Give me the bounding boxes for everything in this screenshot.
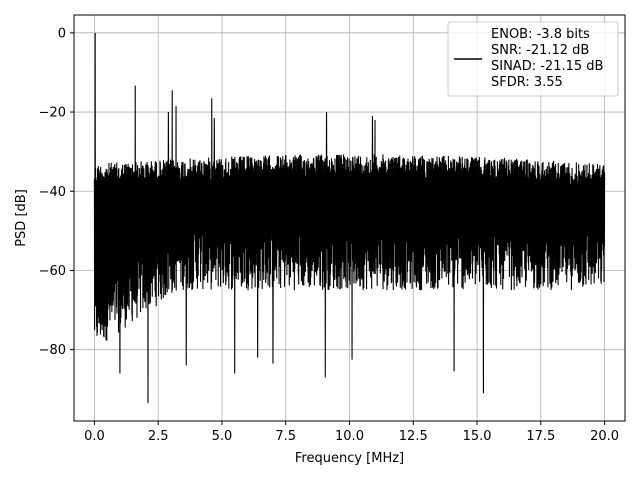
x-tick-label: 2.5: [148, 429, 169, 444]
x-tick-label: 12.5: [399, 429, 428, 444]
x-tick-label: 10.0: [335, 429, 364, 444]
y-tick-label: −80: [39, 343, 66, 358]
y-tick-label: 0: [58, 26, 66, 41]
y-tick-label: −20: [39, 106, 66, 121]
y-tick-label: −40: [39, 185, 66, 200]
legend: ENOB: -3.8 bits SNR: -21.12 dB SINAD: -2…: [447, 21, 619, 97]
y-tick-label: −60: [39, 264, 66, 279]
x-tick-label: 15.0: [463, 429, 492, 444]
y-axis-title: PSD [dB]: [14, 189, 29, 247]
psd-series-line: [93, 32, 606, 404]
x-tick-label: 0.0: [84, 429, 105, 444]
x-tick-label: 7.5: [275, 429, 296, 444]
axis-ticks: 0.0 2.5 5.0 7.5 10.0 12.5 15.0 17.5 20.0 0 −20 −40 −…: [39, 26, 620, 444]
legend-entry-enob: ENOB: -3.8 bits: [491, 27, 590, 42]
x-tick-label: 5.0: [212, 429, 233, 444]
x-tick-label: 20.0: [590, 429, 619, 444]
x-tick-label: 17.5: [526, 429, 555, 444]
plot-area: [93, 32, 606, 404]
legend-entry-snr: SNR: -21.12 dB: [491, 43, 589, 58]
legend-entry-sinad: SINAD: -21.15 dB: [491, 59, 603, 74]
legend-entry-sfdr: SFDR: 3.55: [491, 75, 563, 90]
legend-box: [447, 21, 619, 97]
x-axis-title: Frequency [MHz]: [295, 451, 404, 466]
